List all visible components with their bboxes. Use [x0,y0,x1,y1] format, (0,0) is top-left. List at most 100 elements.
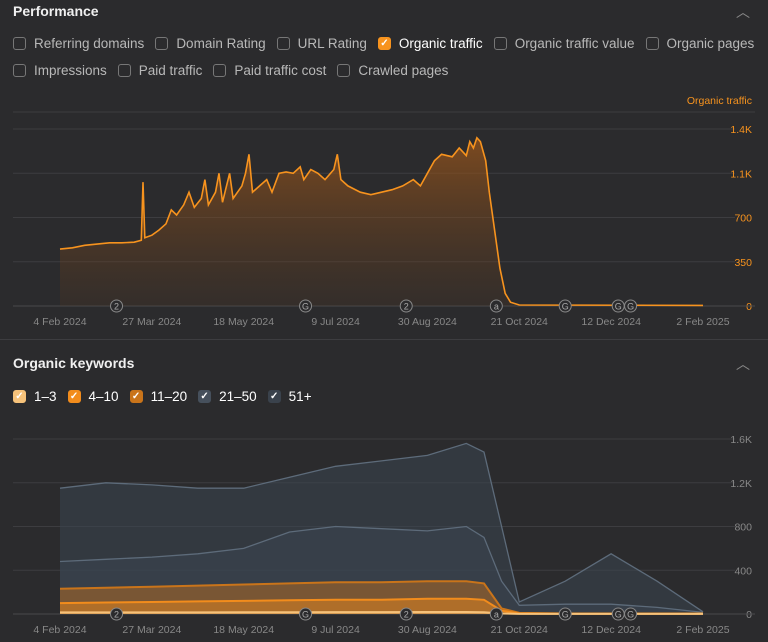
x-tick-label: 18 May 2024 [213,624,274,636]
x-tick-label: 18 May 2024 [213,316,274,328]
metric-row-1: Referring domains Domain Rating URL Rating… [13,36,765,51]
x-tick-label: 9 Jul 2024 [311,624,360,636]
x-tick-label: 21 Oct 2024 [491,316,548,328]
x-tick-label: 2 Feb 2025 [676,316,729,328]
x-tick-label: 27 Mar 2024 [122,624,181,636]
x-tick-label: 27 Mar 2024 [122,316,181,328]
series-area-4–10 [60,598,703,614]
checkbox-label: Impressions [34,63,107,78]
x-tick-label: 12 Dec 2024 [581,624,641,636]
y-tick-label: 0 [746,609,752,621]
checkbox-domain-rating[interactable]: Domain Rating [155,36,266,51]
collapse-keywords-icon[interactable]: ︿ [736,356,750,372]
y-tick-label: 1.6K [730,434,752,446]
checkbox-box[interactable]: ✓ [67,390,81,403]
checkbox-organic-pages[interactable]: Organic pages [645,36,755,51]
annotation-marker [624,299,638,313]
checkbox-box[interactable] [645,37,659,50]
annotation-label: 2 [404,610,409,620]
chart-legend: Organic traffic [687,95,752,107]
checkbox-21-50[interactable]: ✓ 21–50 [198,389,257,404]
annotation-marker [624,607,638,621]
annotation-marker [399,299,413,313]
series-area-21–50 [60,526,703,614]
traffic-line [59,136,704,307]
x-tick-label: 30 Aug 2024 [398,624,457,636]
annotation-label: a [494,302,499,312]
checkbox-box[interactable]: ✓ [13,390,26,403]
checkbox-1-3[interactable]: ✓ 1–3 [13,389,57,404]
organic-keywords-chart: 0 400 800 1.2K 1.6K 4 Feb 2024 27 Mar 2024 18 M… [13,434,755,636]
checkbox-box[interactable]: ✓ [129,390,143,403]
checkbox-referring-domains[interactable]: Referring domains [13,36,144,51]
x-tick-label: 21 Oct 2024 [491,624,548,636]
checkbox-51-[interactable]: ✓ 51+ [267,389,312,404]
checkbox-label: Organic traffic value [514,36,635,51]
performance-title: Performance [13,3,99,19]
annotation-marker [489,607,503,621]
annotation-marker [299,299,313,313]
checkbox-label: Paid traffic cost [234,63,327,78]
checkbox-organic-traffic-value[interactable]: Organic traffic value [493,36,635,51]
series-line-21–50 [59,525,704,614]
checkbox-box[interactable]: ✓ [198,390,212,403]
checkbox-label: 4–10 [88,389,119,404]
checkbox-11-20[interactable]: ✓ 11–20 [129,389,188,404]
annotation-marker [558,607,572,621]
keywords-title: Organic keywords [13,355,135,371]
y-tick-label: 1.4K [730,124,752,136]
checkbox-4-10[interactable]: ✓ 4–10 [67,389,119,404]
checkbox-organic-traffic[interactable]: ✓ Organic traffic [377,36,483,51]
series-line-1–3 [60,611,703,615]
annotation-label: G [615,610,622,620]
checkbox-label: Organic pages [666,36,755,51]
annotation-label: a [494,610,499,620]
annotation-label: 2 [404,302,409,312]
annotation-label: G [562,610,569,620]
x-tick-label: 30 Aug 2024 [398,316,457,328]
checkbox-paid-traffic-cost[interactable]: Paid traffic cost [213,63,326,78]
x-tick-label: 12 Dec 2024 [581,316,641,328]
traffic-area [60,137,703,306]
collapse-performance-icon[interactable]: ︿ [736,4,750,20]
annotation-label: G [562,302,569,312]
annotation-label: 2 [114,610,119,620]
y-tick-label: 1.1K [730,168,752,180]
organic-traffic-chart: Organic traffic 0 350 700 1.1K 1.4K 4 Feb 2024… [13,95,755,328]
checkbox-paid-traffic[interactable]: Paid traffic [117,63,202,78]
checkbox-box[interactable]: ✓ [267,390,281,403]
checkbox-crawled-pages[interactable]: Crawled pages [337,63,448,78]
checkbox-box[interactable] [213,64,227,77]
annotation-label: G [302,610,309,620]
x-tick-label: 4 Feb 2024 [33,624,86,636]
x-tick-label: 2 Feb 2025 [676,624,729,636]
y-tick-label: 0 [746,301,752,313]
checkbox-label: 1–3 [34,389,57,404]
checkbox-label: 11–20 [150,389,188,404]
checkbox-label: Organic traffic [398,36,483,51]
annotation-label: G [302,302,309,312]
checkbox-label: URL Rating [297,36,367,51]
x-tick-label: 4 Feb 2024 [33,316,86,328]
annotation-label: 2 [114,302,119,312]
keyword-filters: ✓ 1–3 ✓ 4–10 ✓ 11–20 ✓ 21–50 ✓ 51+ [13,389,323,404]
checkbox-box[interactable] [493,37,507,50]
checkbox-box[interactable] [155,37,169,50]
checkbox-label: 51+ [288,389,312,404]
y-tick-label: 400 [734,565,752,577]
series-line-51+ [59,442,704,613]
y-tick-label: 700 [734,213,752,225]
checkbox-box[interactable]: ✓ [377,37,391,50]
annotation-label: G [615,302,622,312]
annotation-marker [489,299,503,313]
checkbox-box[interactable] [276,37,290,50]
checkbox-box[interactable] [13,37,26,50]
checkbox-url-rating[interactable]: URL Rating [276,36,367,51]
checkbox-box[interactable] [13,64,26,77]
y-tick-label: 800 [734,522,752,534]
annotation-marker [110,607,124,621]
checkbox-impressions[interactable]: Impressions [13,63,107,78]
checkbox-box[interactable] [337,64,351,77]
x-tick-label: 9 Jul 2024 [311,316,360,328]
checkbox-box[interactable] [117,64,131,77]
